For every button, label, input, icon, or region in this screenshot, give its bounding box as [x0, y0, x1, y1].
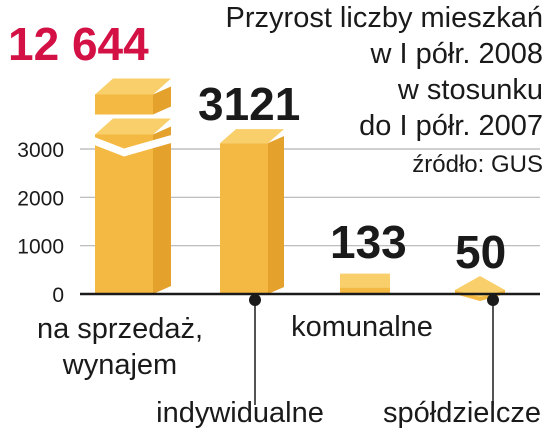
- y-tick-label: 2000: [17, 187, 64, 210]
- value-label: 133: [330, 216, 407, 268]
- category-label: na sprzedaż,: [37, 313, 203, 345]
- y-tick-label: 0: [52, 284, 64, 307]
- y-tick-label: 3000: [17, 139, 64, 162]
- value-label: 12 644: [8, 18, 149, 70]
- value-label: 50: [455, 226, 506, 278]
- category-label: spółdzielcze: [383, 397, 541, 429]
- label-leader-dot: [487, 294, 499, 306]
- bar-cap-side: [153, 86, 171, 115]
- category-label: komunalne: [291, 311, 433, 343]
- bar-3: [340, 273, 390, 294]
- bar-front: [340, 287, 390, 294]
- source-label: źródło: GUS: [412, 151, 543, 178]
- chart-title-line: Przyrost liczby mieszkań: [226, 2, 543, 34]
- bar-front: [220, 143, 268, 294]
- chart-title-line: w stosunku: [397, 74, 543, 106]
- category-label: wynajem: [62, 349, 177, 381]
- bar-front: [95, 134, 153, 294]
- bar-2: [220, 129, 284, 294]
- bar-side: [153, 126, 171, 294]
- bar-cap-front: [95, 94, 153, 115]
- chart-title-line: do I półr. 2007: [359, 110, 543, 142]
- bar-top: [220, 129, 284, 144]
- label-leader-dot: [249, 294, 261, 306]
- category-label: indywidualne: [156, 397, 324, 429]
- bar-top: [340, 273, 390, 288]
- bar-top: [455, 276, 505, 297]
- y-tick-label: 1000: [17, 236, 64, 259]
- value-label: 3121: [198, 78, 300, 130]
- bar-cap-top: [95, 78, 171, 95]
- bar-top: [95, 118, 171, 135]
- bar-1: [93, 78, 173, 294]
- bar-side: [268, 136, 284, 294]
- chart-title-line: w I półr. 2008: [370, 38, 544, 70]
- axis-break-gap: [93, 134, 173, 157]
